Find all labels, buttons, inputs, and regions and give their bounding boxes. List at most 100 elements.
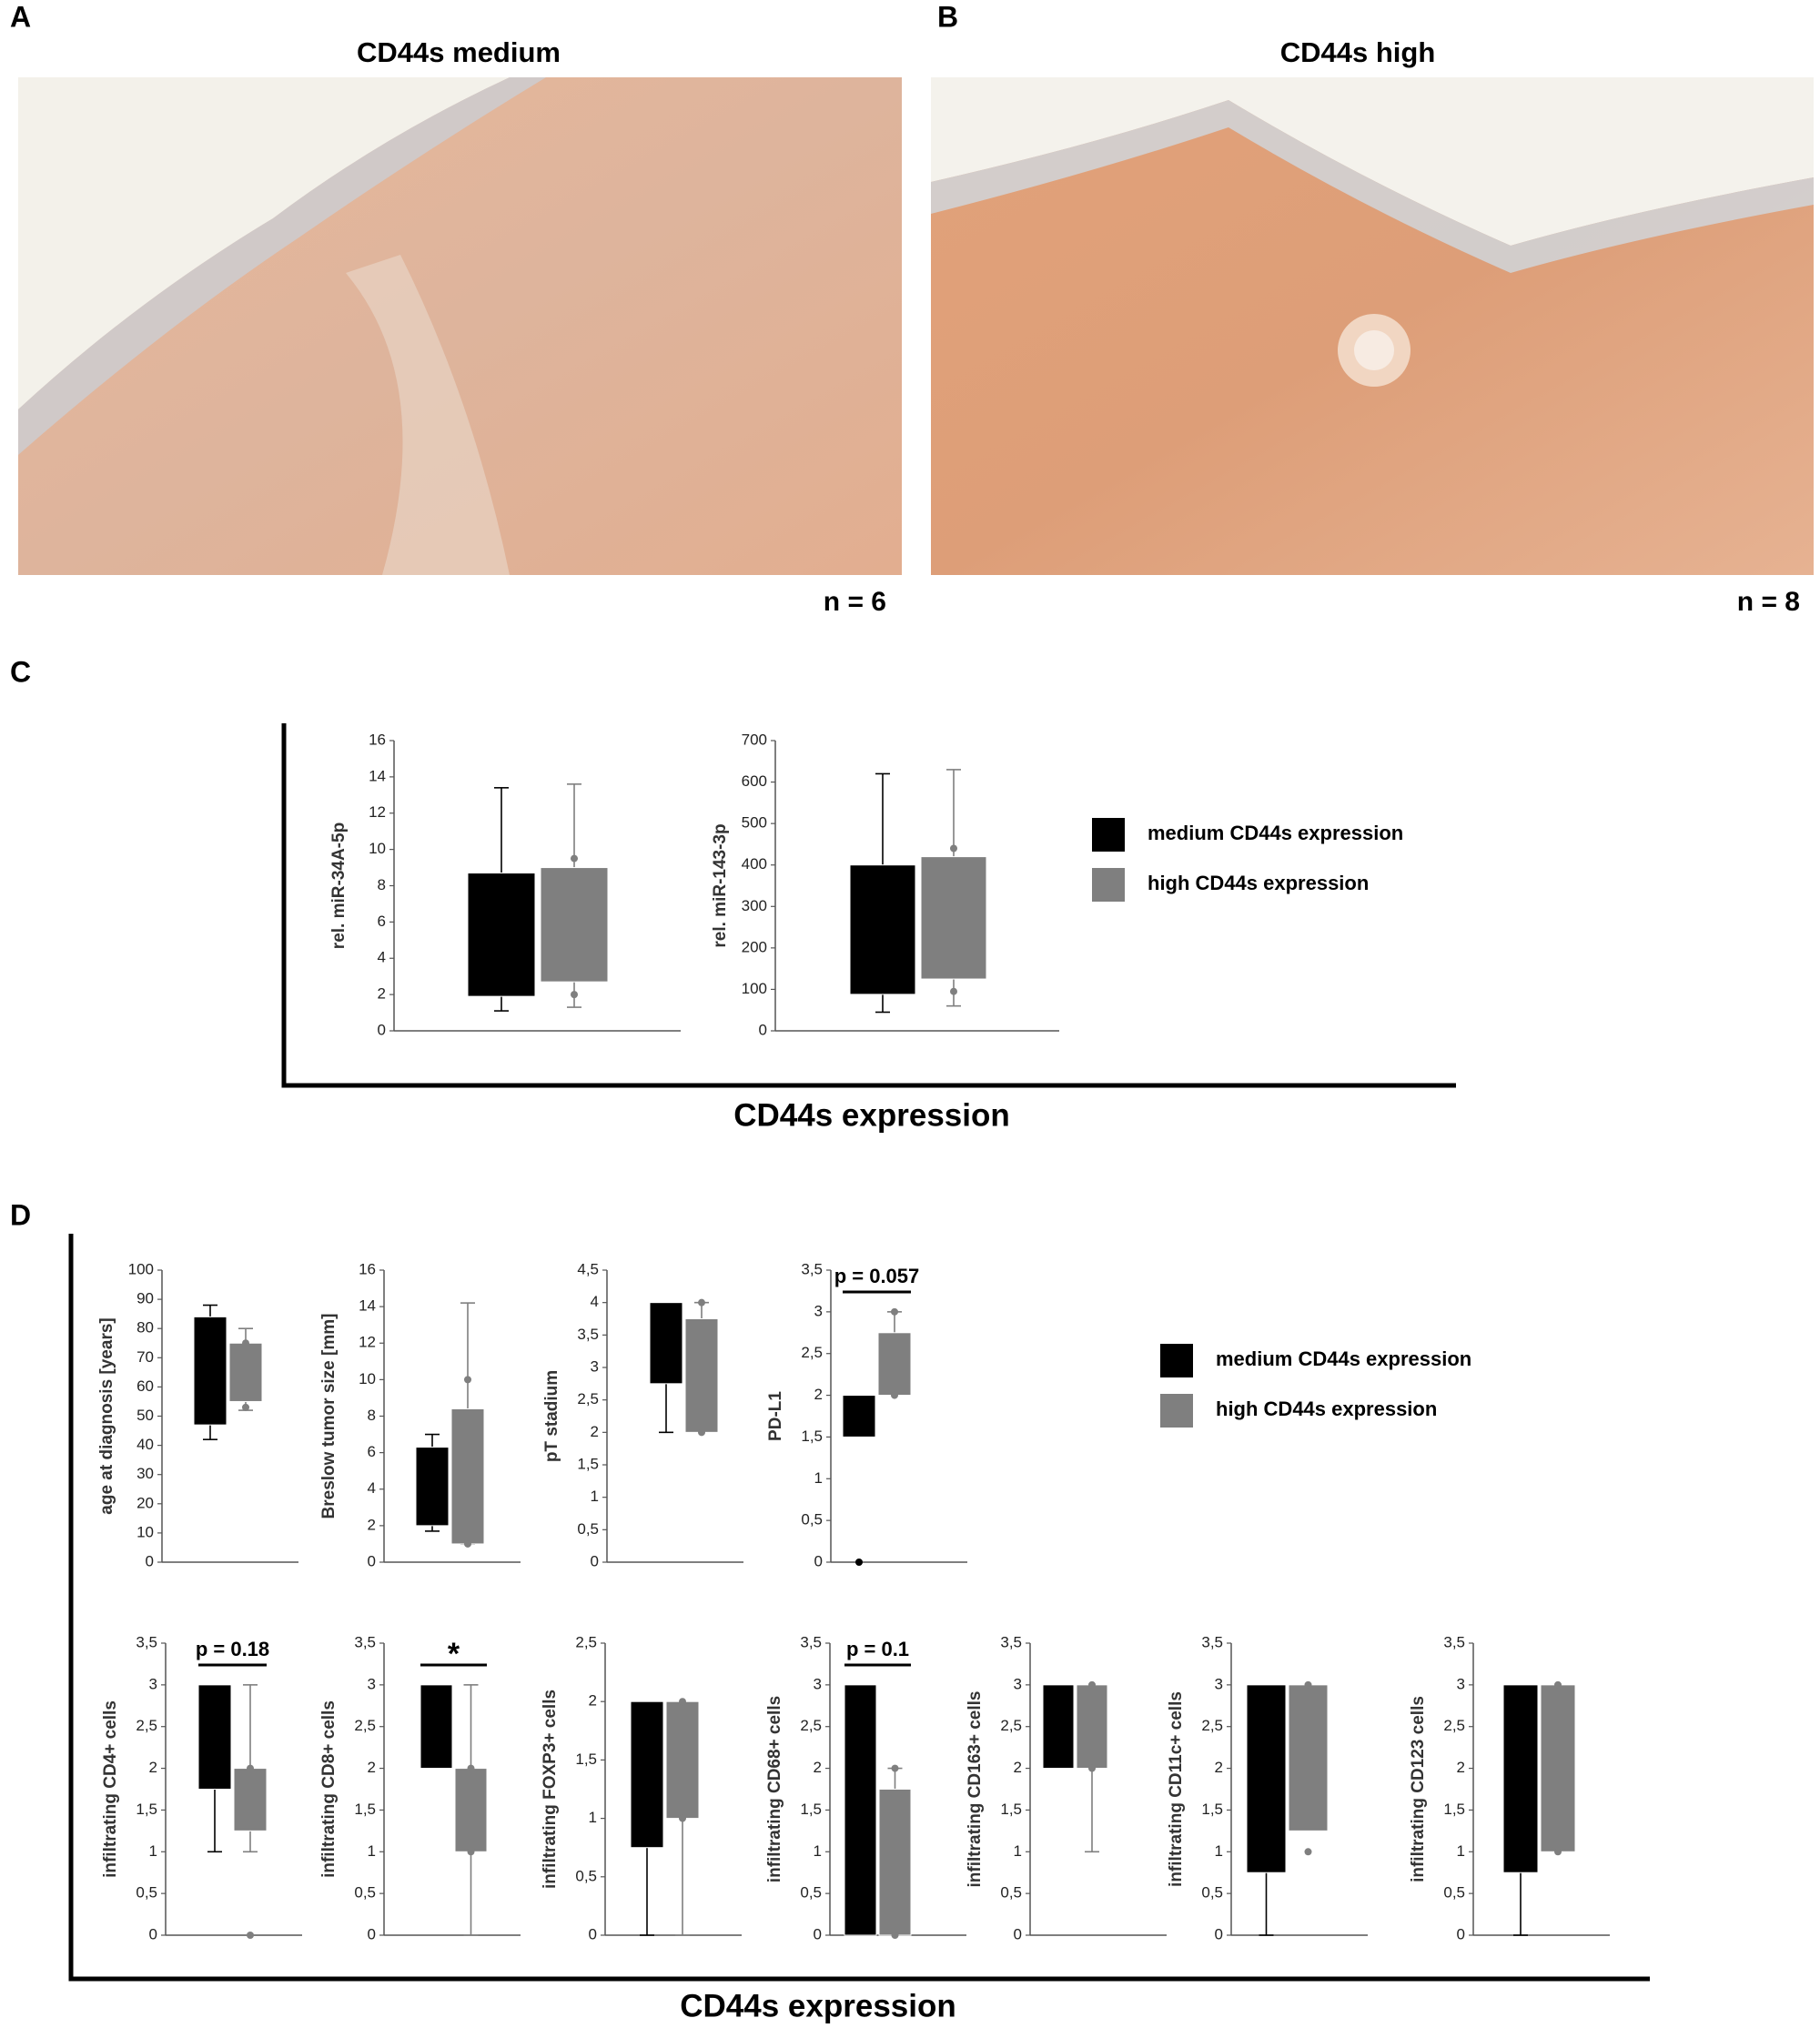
box xyxy=(920,856,987,980)
y-tick-label: 3,5 xyxy=(800,1633,822,1650)
y-tick-label: 1,5 xyxy=(1201,1801,1223,1818)
data-point xyxy=(467,1848,475,1856)
data-point xyxy=(855,1559,863,1566)
y-tick-label: 4 xyxy=(591,1293,599,1310)
box xyxy=(1042,1684,1075,1770)
box xyxy=(630,1700,664,1849)
y-tick-label: 0 xyxy=(1215,1925,1223,1942)
legend-swatch xyxy=(1160,1394,1193,1428)
box xyxy=(228,1342,263,1402)
data-point xyxy=(464,1539,471,1548)
data-point xyxy=(467,1764,475,1772)
y-tick-label: 0,5 xyxy=(1000,1884,1022,1902)
y-tick-label: 6 xyxy=(368,1443,376,1460)
box xyxy=(193,1316,228,1426)
y-tick-label: 3,5 xyxy=(1443,1633,1465,1650)
y-tick-label: 1,5 xyxy=(577,1455,599,1472)
y-tick-label: 16 xyxy=(359,1260,376,1277)
y-tick-label: 1 xyxy=(814,1469,823,1487)
y-tick-label: 0 xyxy=(591,1552,599,1569)
significance-label: p = 0.18 xyxy=(196,1638,269,1660)
y-tick-label: 1 xyxy=(591,1488,599,1505)
y-axis-label: age at diagnosis [years] xyxy=(97,1317,116,1514)
legend-label: medium CD44s expression xyxy=(1148,822,1403,844)
y-tick-label: 0 xyxy=(378,1021,386,1038)
data-point xyxy=(571,854,578,863)
y-tick-label: 80 xyxy=(136,1319,154,1337)
y-axis-label: infiltrating CD68+ cells xyxy=(765,1696,784,1882)
image-title: CD44s medium xyxy=(357,36,561,68)
y-axis-label: PD-L1 xyxy=(766,1391,785,1441)
y-tick-label: 0,5 xyxy=(575,1867,597,1884)
box xyxy=(415,1447,450,1527)
y-tick-label: 3 xyxy=(368,1675,376,1692)
y-tick-label: 1 xyxy=(814,1842,822,1860)
y-tick-label: 100 xyxy=(128,1260,154,1277)
y-tick-label: 90 xyxy=(136,1290,154,1307)
panel-label: C xyxy=(10,655,31,688)
box xyxy=(1502,1684,1539,1873)
data-point xyxy=(698,1428,705,1437)
y-tick-label: 8 xyxy=(368,1407,376,1424)
y-tick-label: 1,5 xyxy=(136,1801,157,1818)
data-point xyxy=(247,1932,254,1939)
box xyxy=(1540,1684,1576,1852)
data-point xyxy=(1304,1680,1312,1689)
data-point xyxy=(242,1403,249,1411)
y-tick-label: 600 xyxy=(742,772,767,790)
y-tick-label: 3 xyxy=(1457,1675,1465,1692)
y-tick-label: 300 xyxy=(742,897,767,914)
box xyxy=(467,873,536,997)
panel-label: D xyxy=(10,1198,31,1231)
y-tick-label: 2,5 xyxy=(1201,1717,1223,1734)
y-axis-label: rel. miR-143-3p xyxy=(711,823,730,947)
y-tick-label: 2 xyxy=(368,1516,376,1533)
box xyxy=(842,1395,876,1438)
y-tick-label: 0 xyxy=(146,1552,154,1569)
panel-label: A xyxy=(10,0,31,33)
y-tick-label: 1,5 xyxy=(1000,1801,1022,1818)
y-tick-label: 3 xyxy=(814,1675,822,1692)
data-point xyxy=(891,1932,899,1939)
y-tick-label: 3 xyxy=(1014,1675,1022,1692)
y-tick-label: 3,5 xyxy=(136,1633,157,1650)
data-point xyxy=(1088,1764,1096,1772)
box xyxy=(649,1302,683,1385)
y-tick-label: 3 xyxy=(591,1357,599,1375)
y-tick-label: 4 xyxy=(378,949,386,966)
legend-swatch xyxy=(1092,868,1125,902)
y-tick-label: 0,5 xyxy=(354,1884,376,1902)
y-tick-label: 0 xyxy=(759,1021,767,1038)
significance-label: p = 0.057 xyxy=(834,1265,920,1287)
y-tick-label: 3 xyxy=(1215,1675,1223,1692)
sample-size: n = 8 xyxy=(1737,587,1800,617)
y-tick-label: 16 xyxy=(369,731,386,748)
y-tick-label: 0 xyxy=(589,1925,597,1942)
y-tick-label: 1,5 xyxy=(354,1801,376,1818)
box xyxy=(665,1700,700,1820)
y-tick-label: 4 xyxy=(368,1479,376,1497)
y-tick-label: 2,5 xyxy=(1443,1717,1465,1734)
group-frame xyxy=(68,1234,1650,1982)
y-tick-label: 2,5 xyxy=(354,1717,376,1734)
y-tick-label: 2,5 xyxy=(1000,1717,1022,1734)
y-tick-label: 0 xyxy=(814,1925,822,1942)
y-tick-label: 0,5 xyxy=(800,1884,822,1902)
box xyxy=(1288,1684,1329,1831)
y-tick-label: 1 xyxy=(1215,1842,1223,1860)
data-point xyxy=(950,844,957,853)
y-tick-label: 3,5 xyxy=(577,1326,599,1343)
y-tick-label: 20 xyxy=(136,1494,154,1511)
y-tick-label: 50 xyxy=(136,1407,154,1424)
y-tick-label: 0,5 xyxy=(577,1520,599,1538)
legend-label: high CD44s expression xyxy=(1148,872,1369,894)
data-point xyxy=(571,991,578,999)
data-point xyxy=(891,1764,899,1772)
y-tick-label: 2 xyxy=(149,1759,157,1776)
y-tick-label: 100 xyxy=(742,980,767,997)
y-tick-label: 0,5 xyxy=(136,1884,157,1902)
data-point xyxy=(698,1298,705,1307)
y-tick-label: 10 xyxy=(369,840,386,857)
legend-label: medium CD44s expression xyxy=(1216,1347,1471,1370)
